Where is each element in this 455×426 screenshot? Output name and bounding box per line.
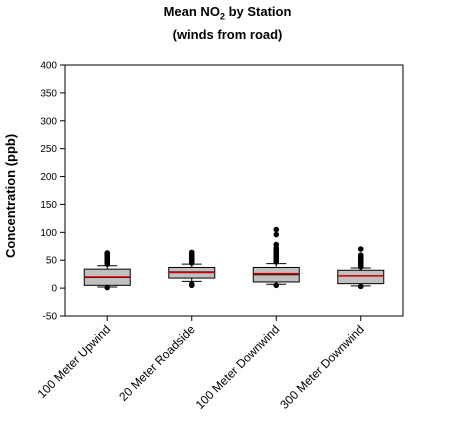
outlier-point: [104, 250, 111, 256]
outlier-point: [104, 284, 111, 291]
y-tick-label: 400: [40, 61, 57, 72]
x-category-label: 300 Meter Downwind: [277, 322, 367, 412]
outlier-point: [273, 226, 280, 233]
y-tick-label: 300: [40, 116, 57, 127]
plot-frame: [64, 64, 404, 317]
y-tick-label: 200: [40, 172, 57, 183]
y-tick-label: 50: [46, 256, 58, 267]
y-tick-label: 350: [40, 88, 57, 99]
y-tick-label: 100: [40, 228, 57, 239]
outlier-point: [273, 241, 280, 248]
title-subscript: 2: [219, 11, 225, 22]
outlier-point: [273, 231, 280, 238]
x-category-label: 20 Meter Roadside: [116, 322, 198, 404]
x-category-label: 100 Meter Downwind: [193, 322, 283, 412]
box: [337, 269, 385, 285]
outlier-point: [357, 252, 364, 259]
outlier-point: [357, 246, 364, 252]
title-tail: by Station: [224, 4, 292, 19]
y-tick-label: 0: [51, 284, 57, 295]
chart-title: Mean NO2 by Station (winds from road): [0, 3, 455, 44]
outlier-point: [357, 283, 364, 290]
y-tick-label: -50: [43, 312, 58, 323]
y-tick-label: 150: [40, 200, 57, 211]
title-main: Mean NO: [163, 4, 220, 19]
y-tick-label: 250: [40, 144, 57, 155]
outlier-point: [188, 249, 195, 256]
outlier-point: [273, 282, 280, 289]
x-category-label: 100 Meter Upwind: [35, 322, 114, 401]
outlier-point: [188, 281, 195, 288]
title-line2: (winds from road): [172, 26, 283, 42]
